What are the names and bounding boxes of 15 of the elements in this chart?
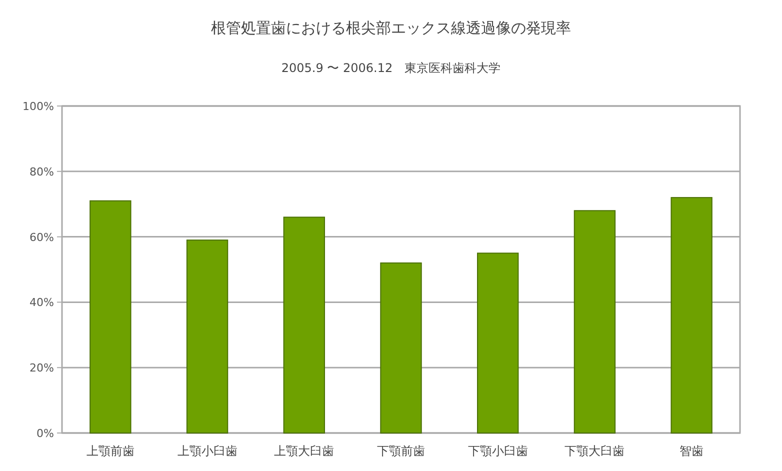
title: 根管処置歯における根尖部エックス線透過像の発現率 bbox=[211, 19, 571, 37]
ytick: 20% bbox=[30, 362, 54, 375]
xtick: 上顎大臼歯 bbox=[274, 444, 334, 458]
ytick: 0% bbox=[36, 427, 54, 440]
ytick: 80% bbox=[30, 165, 54, 178]
xtick: 下顎小臼歯 bbox=[468, 444, 528, 458]
ytick: 40% bbox=[30, 296, 54, 310]
xtick: 下顎大臼歯 bbox=[564, 444, 625, 458]
xtick: 上顎小臼歯 bbox=[177, 444, 238, 458]
xtick: 下顎前歯 bbox=[377, 444, 425, 458]
xtick: 上顎前歯 bbox=[86, 444, 134, 458]
ytick: 100% bbox=[22, 100, 54, 113]
subtitle: 2005.9 〜 2006.12 東京医科歯科大学 bbox=[281, 61, 501, 75]
ytick: 60% bbox=[30, 230, 54, 244]
xtick: 智歯 bbox=[680, 444, 704, 458]
